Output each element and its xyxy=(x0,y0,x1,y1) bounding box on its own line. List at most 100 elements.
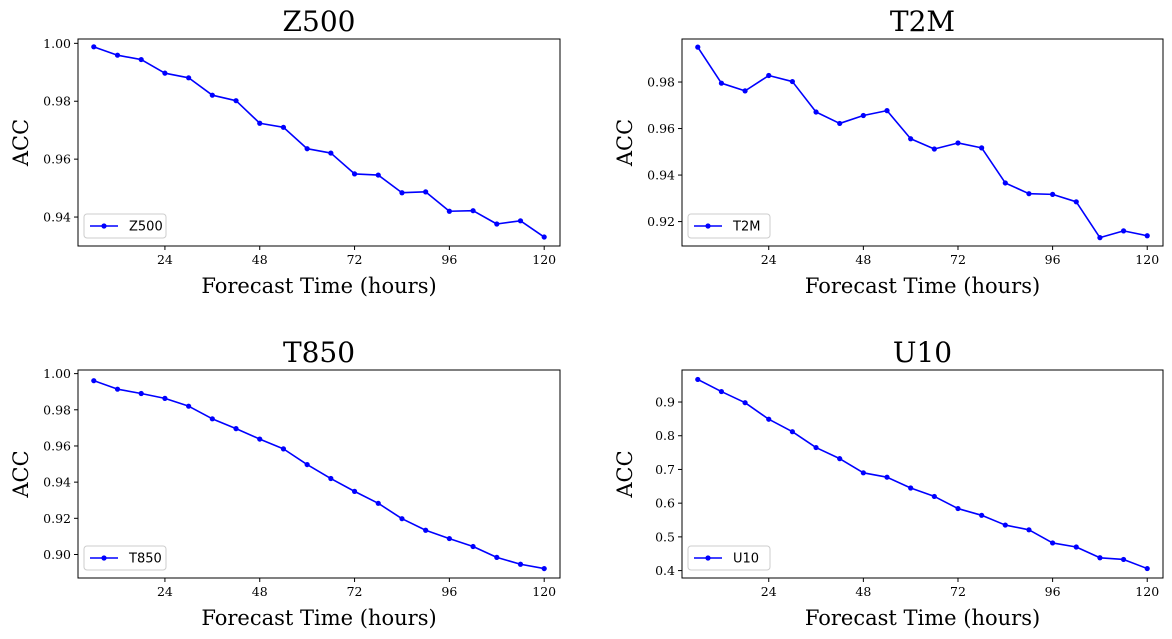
x-axis-label: Forecast Time (hours) xyxy=(201,274,436,298)
legend-marker xyxy=(101,555,107,561)
legend-label: T850 xyxy=(128,552,162,567)
y-tick-label: 0.96 xyxy=(43,438,71,453)
data-point xyxy=(304,461,310,468)
data-point xyxy=(186,403,192,409)
x-tick-label: 72 xyxy=(347,584,363,599)
data-point xyxy=(1050,191,1056,197)
chart-title: Z500 xyxy=(283,5,356,38)
data-point xyxy=(304,146,310,152)
axes-frame xyxy=(77,38,561,247)
x-tick-label: 24 xyxy=(761,252,777,267)
x-tick-label: 48 xyxy=(252,584,268,599)
data-point xyxy=(1050,540,1056,546)
y-axis-label: ACC xyxy=(613,119,637,167)
data-point xyxy=(766,416,772,422)
legend-label: U10 xyxy=(733,552,759,567)
data-point xyxy=(470,208,476,214)
data-point xyxy=(162,70,168,76)
data-point xyxy=(209,416,215,422)
data-point xyxy=(114,52,121,58)
x-tick-label: 48 xyxy=(252,252,268,267)
legend-label: Z500 xyxy=(129,220,163,235)
y-tick-label: 0.8 xyxy=(655,428,675,443)
x-tick-label: 24 xyxy=(157,584,173,599)
x-tick-label: 96 xyxy=(1045,252,1061,267)
data-point xyxy=(742,88,748,94)
data-point xyxy=(138,56,144,63)
data-point xyxy=(908,136,914,142)
y-tick-label: 0.98 xyxy=(647,75,675,90)
x-tick-label: 72 xyxy=(950,252,966,267)
data-point xyxy=(541,565,547,572)
y-tick-label: 1.00 xyxy=(43,36,71,51)
data-point xyxy=(517,561,524,567)
data-point xyxy=(742,400,748,406)
data-point xyxy=(1144,233,1150,239)
data-point xyxy=(1073,544,1079,550)
y-tick-label: 0.92 xyxy=(647,214,675,229)
series-line-u10 xyxy=(697,378,1148,570)
x-tick-label: 96 xyxy=(441,252,457,267)
data-point xyxy=(280,446,287,452)
data-point xyxy=(1097,235,1103,241)
data-point xyxy=(695,44,701,50)
data-point xyxy=(695,376,701,383)
x-tick-label: 48 xyxy=(855,584,871,599)
legend-marker xyxy=(101,223,107,229)
series-line-z500 xyxy=(93,46,545,238)
data-point xyxy=(375,172,381,178)
data-point xyxy=(446,535,452,542)
data-point xyxy=(328,150,334,156)
x-tick-label: 120 xyxy=(1135,584,1159,599)
data-point xyxy=(979,145,985,151)
y-tick-label: 1.00 xyxy=(43,366,71,381)
data-point xyxy=(375,500,381,506)
x-tick-label: 96 xyxy=(1045,584,1061,599)
chart-title: T2M xyxy=(890,5,955,38)
data-point xyxy=(233,426,239,432)
data-point xyxy=(837,120,843,127)
y-tick-label: 0.9 xyxy=(655,395,675,410)
data-point xyxy=(423,527,429,533)
series-line-t2m xyxy=(697,46,1148,239)
data-point xyxy=(494,221,500,227)
data-point xyxy=(955,505,961,512)
x-tick-label: 96 xyxy=(441,584,457,599)
data-point xyxy=(114,386,121,392)
data-point xyxy=(209,92,215,98)
data-point xyxy=(399,516,405,522)
data-point xyxy=(718,388,725,395)
data-point xyxy=(541,234,547,240)
data-point xyxy=(1026,191,1032,197)
data-point xyxy=(517,218,524,224)
y-tick-label: 0.94 xyxy=(43,210,71,225)
data-point xyxy=(1144,565,1150,572)
data-point xyxy=(884,474,890,480)
data-point xyxy=(233,98,239,104)
data-point xyxy=(931,146,937,152)
data-point xyxy=(931,493,937,500)
data-point xyxy=(1073,199,1079,205)
legend: Z500 xyxy=(83,213,167,239)
data-point xyxy=(423,189,429,195)
x-tick-label: 120 xyxy=(1135,252,1159,267)
data-point xyxy=(789,78,795,85)
chart-panel-z500: Z500 24 48 72 96 120 0.94 0.96 0.98 1.00 Forecast … xyxy=(9,5,561,298)
data-point xyxy=(91,378,97,384)
legend: U10 xyxy=(687,545,771,571)
chart-title: U10 xyxy=(893,336,952,369)
y-tick-label: 0.7 xyxy=(655,462,675,477)
y-tick-label: 0.4 xyxy=(655,563,675,578)
data-point xyxy=(186,75,192,81)
y-tick-label: 0.6 xyxy=(655,496,675,511)
legend: T2M xyxy=(687,213,771,239)
x-tick-label: 72 xyxy=(950,584,966,599)
y-tick-label: 0.94 xyxy=(647,168,675,183)
chart-panel-t2m: T2M 24 48 72 96 120 0.92 0.94 0.96 0.98 Forecast T… xyxy=(613,5,1164,298)
data-point xyxy=(351,488,358,494)
y-tick-label: 0.98 xyxy=(43,402,71,417)
x-tick-label: 120 xyxy=(532,252,556,267)
x-tick-label: 24 xyxy=(761,584,777,599)
legend-box xyxy=(687,213,771,239)
chart-panel-u10: U10 24 48 72 96 120 0.4 0.5 0.6 0.7 0.8 0.9 Forecast… xyxy=(613,336,1164,630)
